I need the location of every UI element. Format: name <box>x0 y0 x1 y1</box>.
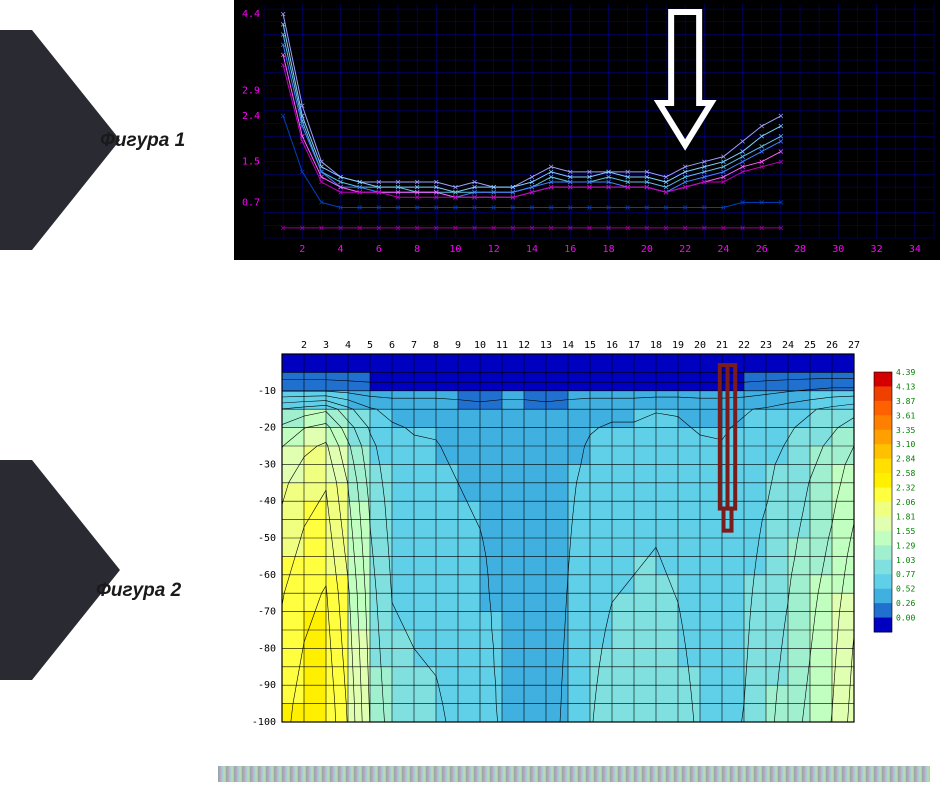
svg-text:23: 23 <box>760 340 772 351</box>
svg-text:3.87: 3.87 <box>896 397 915 406</box>
svg-text:2.9: 2.9 <box>242 85 260 96</box>
svg-text:2: 2 <box>299 244 305 255</box>
svg-text:3.10: 3.10 <box>896 440 915 449</box>
svg-text:16: 16 <box>606 340 618 351</box>
svg-text:-70: -70 <box>258 607 276 618</box>
svg-text:6: 6 <box>389 340 395 351</box>
svg-text:1.03: 1.03 <box>896 556 915 565</box>
svg-text:14: 14 <box>526 244 538 255</box>
svg-text:-20: -20 <box>258 423 276 434</box>
svg-text:7: 7 <box>411 340 417 351</box>
chart2-panel: 2345678910111213141516171819202122232425… <box>234 332 940 732</box>
svg-text:4: 4 <box>345 340 351 351</box>
svg-text:18: 18 <box>650 340 662 351</box>
svg-text:34: 34 <box>909 244 921 255</box>
svg-text:3.61: 3.61 <box>896 411 915 420</box>
svg-text:12: 12 <box>488 244 500 255</box>
svg-text:2.32: 2.32 <box>896 484 915 493</box>
svg-text:13: 13 <box>540 340 552 351</box>
svg-text:15: 15 <box>584 340 596 351</box>
svg-text:1.81: 1.81 <box>896 512 915 521</box>
svg-text:0.00: 0.00 <box>896 614 915 623</box>
svg-text:20: 20 <box>641 244 653 255</box>
svg-text:-30: -30 <box>258 459 276 470</box>
svg-text:5: 5 <box>367 340 373 351</box>
svg-text:-80: -80 <box>258 643 276 654</box>
svg-text:-10: -10 <box>258 386 276 397</box>
svg-text:24: 24 <box>717 244 729 255</box>
svg-text:21: 21 <box>716 340 728 351</box>
svg-text:9: 9 <box>455 340 461 351</box>
svg-text:2.84: 2.84 <box>896 455 915 464</box>
figure1-label: Фигура 1 <box>100 130 185 152</box>
svg-text:10: 10 <box>449 244 461 255</box>
svg-text:4.39: 4.39 <box>896 368 915 377</box>
svg-text:24: 24 <box>782 340 794 351</box>
svg-text:11: 11 <box>496 340 508 351</box>
svg-text:8: 8 <box>414 244 420 255</box>
svg-text:2.58: 2.58 <box>896 469 915 478</box>
svg-text:1.5: 1.5 <box>242 157 260 168</box>
svg-text:26: 26 <box>826 340 838 351</box>
svg-text:18: 18 <box>603 244 615 255</box>
svg-text:-100: -100 <box>252 717 276 728</box>
svg-text:10: 10 <box>474 340 486 351</box>
svg-text:14: 14 <box>562 340 574 351</box>
svg-text:28: 28 <box>794 244 806 255</box>
chart1-svg: 2468101214161820222426283032340.71.52.42… <box>234 0 940 260</box>
svg-text:25: 25 <box>804 340 816 351</box>
svg-text:3.35: 3.35 <box>896 426 915 435</box>
svg-text:6: 6 <box>376 244 382 255</box>
svg-text:22: 22 <box>738 340 750 351</box>
svg-text:0.77: 0.77 <box>896 570 915 579</box>
svg-text:1.55: 1.55 <box>896 527 915 536</box>
svg-text:4.4: 4.4 <box>242 9 260 20</box>
svg-text:0.52: 0.52 <box>896 585 915 594</box>
svg-text:27: 27 <box>848 340 860 351</box>
noise-bar <box>218 766 930 782</box>
svg-text:-40: -40 <box>258 496 276 507</box>
svg-text:30: 30 <box>832 244 844 255</box>
figure2-label: Фигура 2 <box>96 580 181 602</box>
svg-text:2.4: 2.4 <box>242 111 260 122</box>
svg-text:1.29: 1.29 <box>896 541 915 550</box>
svg-text:-50: -50 <box>258 533 276 544</box>
svg-text:-60: -60 <box>258 570 276 581</box>
svg-text:26: 26 <box>756 244 768 255</box>
svg-text:20: 20 <box>694 340 706 351</box>
svg-text:-90: -90 <box>258 680 276 691</box>
svg-text:2: 2 <box>301 340 307 351</box>
svg-text:0.7: 0.7 <box>242 197 260 208</box>
decor-arrow-2 <box>0 460 120 680</box>
chart2-svg: 2345678910111213141516171819202122232425… <box>234 332 940 732</box>
svg-text:19: 19 <box>672 340 684 351</box>
svg-text:0.26: 0.26 <box>896 599 915 608</box>
svg-text:3: 3 <box>323 340 329 351</box>
svg-text:2.06: 2.06 <box>896 498 915 507</box>
chart1-panel: 2468101214161820222426283032340.71.52.42… <box>234 0 940 260</box>
svg-text:12: 12 <box>518 340 530 351</box>
svg-text:16: 16 <box>564 244 576 255</box>
svg-text:4: 4 <box>338 244 344 255</box>
svg-text:22: 22 <box>679 244 691 255</box>
svg-text:8: 8 <box>433 340 439 351</box>
svg-text:17: 17 <box>628 340 640 351</box>
svg-text:32: 32 <box>871 244 883 255</box>
svg-text:4.13: 4.13 <box>896 382 915 391</box>
